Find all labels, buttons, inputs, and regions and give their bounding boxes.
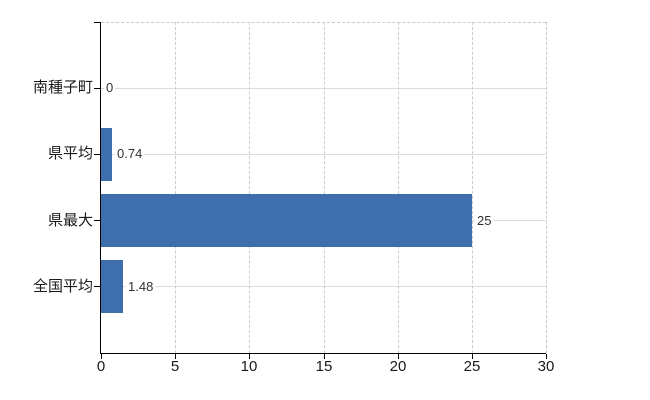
vertical-gridline: [324, 22, 325, 353]
category-label-全国平均: 全国平均: [32, 278, 93, 295]
bar-県最大: [101, 194, 472, 247]
x-axis-tick: [175, 354, 176, 359]
x-tick-label: 25: [463, 358, 481, 375]
plot-border-top: [101, 22, 546, 23]
y-axis-tick: [94, 286, 100, 288]
y-axis-tick: [94, 21, 100, 23]
x-axis-tick: [249, 354, 250, 359]
x-tick-label: 20: [389, 358, 407, 375]
horizontal-gridline: [101, 87, 546, 89]
x-tick-label: 15: [315, 358, 333, 375]
vertical-gridline: [249, 22, 250, 353]
horizontal-gridline: [101, 153, 546, 155]
category-label-県最大: 県最大: [47, 212, 93, 229]
x-axis-line: [100, 353, 546, 354]
value-label: 0.74: [115, 145, 145, 163]
value-label: 1.48: [126, 278, 156, 296]
category-label-南種子町: 南種子町: [32, 79, 93, 96]
x-axis-tick: [546, 354, 547, 359]
y-axis-tick: [94, 87, 100, 89]
x-axis-tick: [101, 354, 102, 359]
y-axis-tick: [94, 220, 100, 222]
vertical-gridline: [472, 22, 473, 353]
x-axis-tick: [472, 354, 473, 359]
x-tick-label: 5: [170, 358, 180, 375]
bar-県平均: [101, 128, 112, 181]
value-label: 25: [475, 212, 494, 230]
horizontal-gridline: [101, 286, 546, 288]
y-axis-tick: [94, 153, 100, 155]
vertical-gridline: [398, 22, 399, 353]
value-label: 0: [104, 79, 116, 97]
category-label-県平均: 県平均: [47, 145, 93, 162]
x-tick-label: 10: [240, 358, 258, 375]
y-axis-line: [100, 22, 101, 354]
x-axis-tick: [324, 354, 325, 359]
bar-全国平均: [101, 260, 123, 313]
x-axis-tick: [398, 354, 399, 359]
plot-border-right: [546, 22, 547, 353]
x-tick-label: 0: [96, 358, 106, 375]
x-tick-label: 30: [537, 358, 555, 375]
vertical-gridline: [175, 22, 176, 353]
